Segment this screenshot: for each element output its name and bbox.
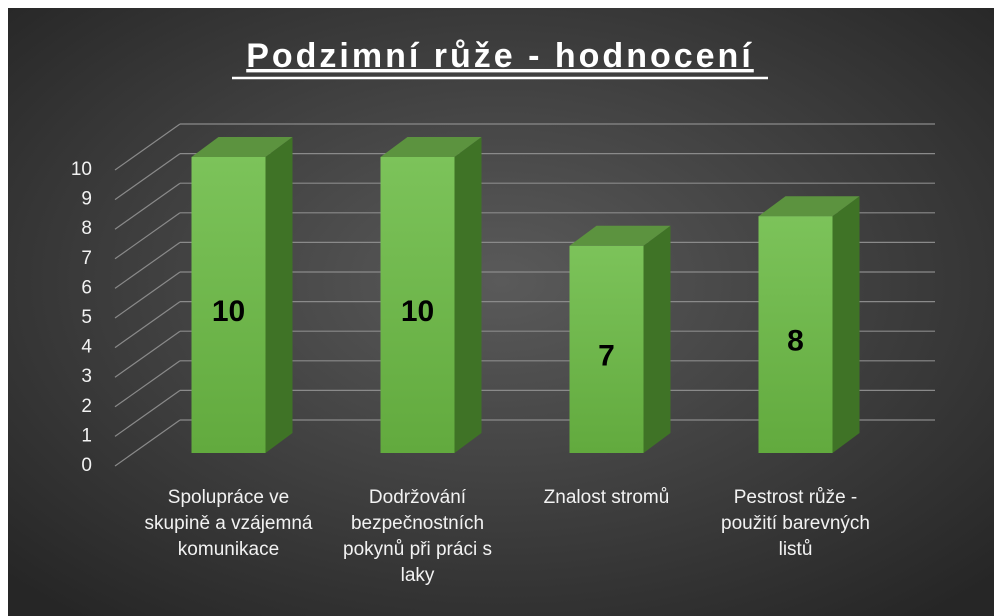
bar-front	[569, 245, 644, 453]
bar-top	[569, 225, 671, 246]
bar-side	[454, 137, 482, 453]
grid-line	[114, 212, 181, 260]
y-tick-label: 0	[81, 455, 92, 476]
y-tick-label: 9	[81, 189, 92, 210]
x-tick-label: Dodržování bezpečnostních pokynů při prá…	[343, 487, 492, 586]
grid-line	[114, 330, 181, 378]
grid-line	[114, 123, 181, 171]
y-tick-label: 4	[81, 337, 92, 358]
bar-front	[191, 157, 266, 453]
grid-line	[114, 389, 181, 437]
y-tick-label: 7	[81, 248, 92, 269]
value-label: 10	[212, 295, 245, 328]
y-tick-label: 8	[81, 218, 92, 239]
y-tick-label: 3	[81, 366, 92, 387]
x-tick-label: Spolupráce ve skupině a vzájemná komunik…	[144, 487, 313, 560]
y-tick-label: 2	[81, 396, 92, 417]
y-tick-label: 1	[81, 425, 92, 446]
value-label: 8	[787, 325, 804, 358]
grid-line	[114, 271, 181, 319]
y-tick-label: 6	[81, 277, 92, 298]
bar-top	[380, 137, 482, 157]
grid-line	[114, 153, 181, 201]
bar	[569, 225, 671, 453]
grid-line	[114, 301, 181, 349]
bar-front	[758, 216, 833, 453]
grid-line	[114, 182, 181, 230]
x-tick-label: Znalost stromů	[543, 487, 670, 508]
bar	[191, 137, 293, 453]
bar-top	[758, 196, 860, 217]
grid-line	[114, 360, 181, 408]
bar-side	[832, 196, 860, 453]
grid-line	[114, 419, 181, 467]
value-label: 7	[598, 339, 615, 372]
chart-title: Podzimní růže - hodnocení	[246, 37, 754, 75]
y-tick-label: 10	[71, 159, 92, 180]
bar	[380, 137, 482, 453]
bar-front	[380, 157, 455, 453]
grid-line	[114, 241, 181, 289]
y-tick-label: 5	[81, 307, 92, 328]
x-tick-label: Pestrost růže - použití barevných listů	[721, 487, 870, 560]
bar-side	[643, 225, 671, 453]
bar-top	[191, 137, 293, 157]
bar-side	[265, 137, 293, 453]
bar	[758, 196, 860, 453]
value-label: 10	[401, 295, 434, 328]
